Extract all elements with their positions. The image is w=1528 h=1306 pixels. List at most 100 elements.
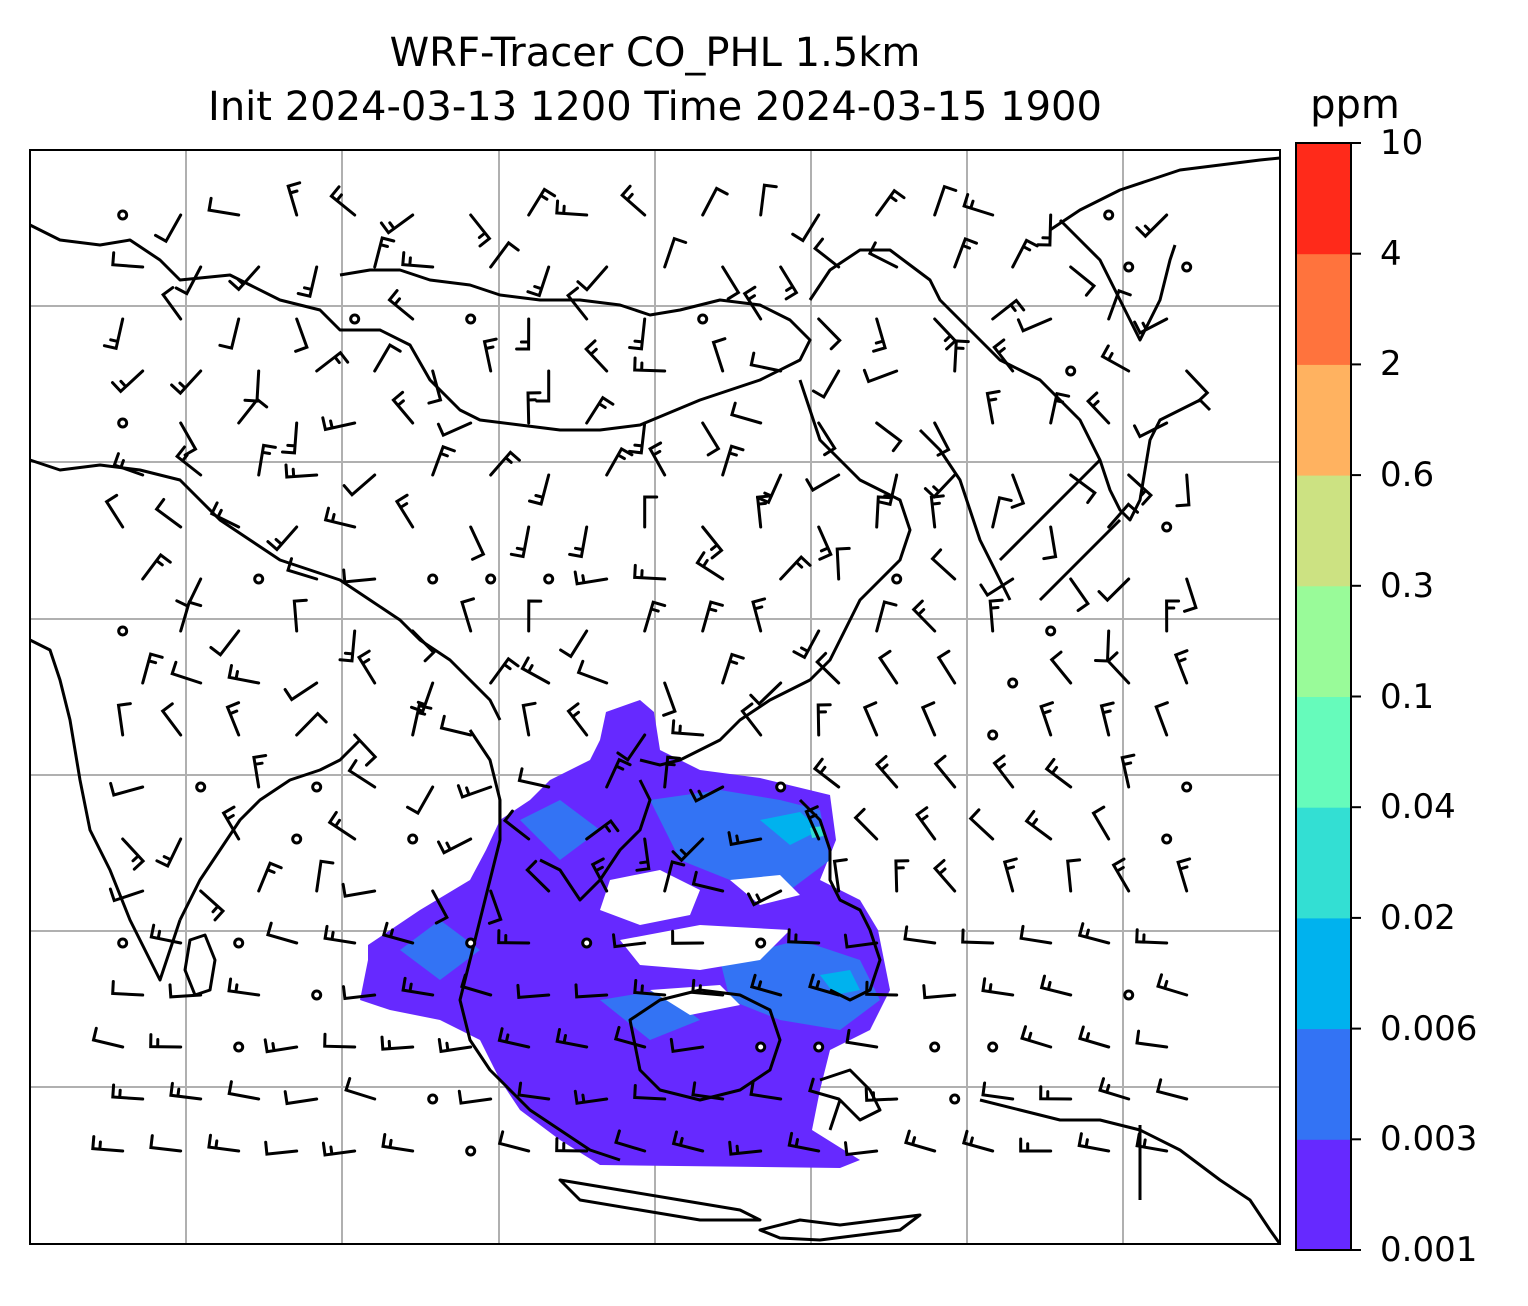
wind-barb bbox=[904, 1129, 937, 1153]
wind-barb bbox=[520, 656, 551, 685]
colorbar-tick-label: 0.04 bbox=[1380, 787, 1456, 828]
wind-barb bbox=[257, 443, 277, 477]
wind-barb bbox=[933, 184, 958, 217]
wind-barb bbox=[347, 759, 377, 789]
calm-marker bbox=[1161, 833, 1173, 845]
wind-barb bbox=[373, 343, 402, 373]
wind-barb bbox=[1111, 857, 1131, 893]
wind-barb bbox=[170, 660, 203, 685]
wind-barb bbox=[179, 421, 198, 457]
wind-barb bbox=[227, 664, 261, 685]
wind-barb bbox=[1120, 753, 1136, 789]
wind-barb bbox=[218, 317, 241, 350]
wind-barb bbox=[296, 265, 319, 298]
calm-marker bbox=[1045, 625, 1057, 637]
wind-barb bbox=[209, 501, 241, 529]
wind-barb bbox=[1133, 421, 1169, 439]
wind-barb bbox=[555, 1028, 589, 1049]
wind-barb bbox=[721, 265, 741, 301]
wind-barb bbox=[817, 525, 833, 561]
wind-barb bbox=[1135, 928, 1169, 945]
wind-barb bbox=[509, 525, 531, 559]
wind-barb bbox=[555, 199, 589, 217]
wind-barb bbox=[701, 186, 729, 217]
coastline-north-asia bbox=[29, 223, 812, 432]
wind-barb bbox=[155, 837, 183, 869]
wind-barb bbox=[257, 861, 283, 893]
wind-barb bbox=[342, 473, 377, 497]
coastline-sulawesi bbox=[819, 1068, 882, 1131]
wind-barb bbox=[121, 837, 146, 871]
wind-barb bbox=[612, 933, 647, 949]
wind-barb bbox=[779, 265, 799, 301]
calm-marker bbox=[775, 781, 787, 793]
wind-barb bbox=[437, 837, 473, 855]
wind-barb bbox=[992, 338, 1015, 373]
wind-barb bbox=[525, 859, 551, 893]
wind-barb bbox=[805, 473, 841, 493]
wind-barb bbox=[740, 702, 763, 737]
wind-barb bbox=[323, 506, 357, 529]
wind-barb bbox=[701, 525, 724, 560]
wind-barb bbox=[749, 681, 783, 706]
wind-barb bbox=[671, 929, 705, 945]
calm-marker bbox=[929, 1041, 941, 1053]
wind-barb bbox=[574, 983, 609, 999]
wind-barb bbox=[730, 401, 763, 425]
coastline-philippines bbox=[798, 798, 882, 1002]
wind-barb bbox=[979, 577, 1015, 598]
wind-barb bbox=[381, 1133, 415, 1153]
calm-marker bbox=[427, 573, 439, 585]
wind-barb bbox=[406, 785, 435, 816]
calm-marker bbox=[1007, 677, 1019, 689]
colorbar-swatch bbox=[1296, 253, 1351, 365]
wind-barb bbox=[460, 973, 493, 997]
wind-barb bbox=[671, 1130, 705, 1153]
wind-barb bbox=[565, 286, 589, 321]
wind-barb bbox=[394, 493, 415, 529]
wind-barb bbox=[427, 369, 443, 405]
wind-barb bbox=[431, 889, 449, 925]
wind-barb bbox=[1069, 265, 1097, 297]
wind-barb bbox=[559, 629, 589, 659]
wind-barb bbox=[922, 984, 957, 1000]
wind-barb bbox=[410, 681, 435, 714]
wind-barb bbox=[643, 495, 659, 529]
chart-title-line2: Init 2024-03-13 1200 Time 2024-03-15 190… bbox=[208, 84, 1102, 130]
wind-barb bbox=[169, 1081, 203, 1101]
wind-barb bbox=[104, 493, 125, 529]
calm-marker bbox=[697, 313, 709, 325]
wind-barb bbox=[749, 351, 783, 373]
wind-barb bbox=[283, 681, 319, 702]
calm-marker bbox=[543, 573, 555, 585]
calm-marker bbox=[311, 989, 323, 1001]
colorbar-tick-label: 0.3 bbox=[1380, 565, 1435, 606]
wind-barb bbox=[1036, 213, 1053, 247]
coastline-himalaya-border bbox=[29, 458, 502, 721]
calm-marker bbox=[291, 833, 303, 845]
wind-barb bbox=[1133, 317, 1169, 335]
calm-marker bbox=[1161, 521, 1173, 533]
wind-barb bbox=[691, 870, 725, 893]
plume-level-0.006 bbox=[760, 812, 860, 995]
wind-barb bbox=[141, 652, 164, 685]
wind-barb bbox=[342, 568, 377, 584]
wind-barb bbox=[1185, 369, 1210, 403]
wind-barb bbox=[633, 356, 667, 373]
wind-barb bbox=[373, 236, 396, 269]
wind-barb bbox=[109, 781, 145, 797]
wind-barb bbox=[527, 187, 557, 217]
wind-barb bbox=[1127, 473, 1154, 506]
wind-barb bbox=[1154, 701, 1169, 737]
wind-barb bbox=[930, 548, 957, 581]
wind-barb bbox=[648, 441, 667, 477]
wind-barb bbox=[727, 831, 763, 847]
wind-barb bbox=[933, 754, 957, 789]
wind-barb bbox=[1176, 857, 1192, 893]
wind-barb bbox=[792, 629, 821, 660]
wind-barb bbox=[1042, 525, 1058, 561]
wind-barb bbox=[671, 837, 705, 863]
wind-barb bbox=[751, 597, 767, 633]
wind-barb bbox=[920, 701, 937, 737]
calm-marker bbox=[117, 625, 129, 637]
